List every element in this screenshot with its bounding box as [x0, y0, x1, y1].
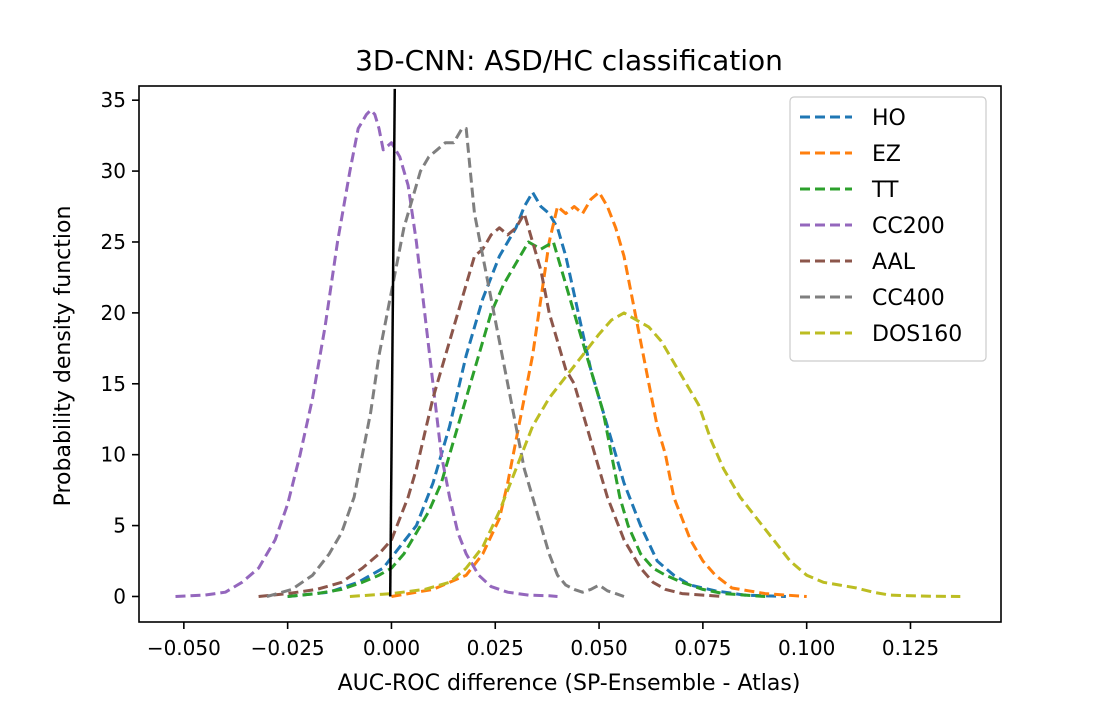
- y-tick-label: 35: [101, 88, 126, 112]
- series-line-tt: [287, 240, 766, 598]
- x-tick-label: −0.025: [251, 636, 325, 660]
- series-line-cc200: [175, 108, 558, 598]
- chart-title: 3D-CNN: ASD/HC classification: [355, 44, 783, 77]
- plot-area: [175, 88, 961, 598]
- y-tick-label: 15: [101, 372, 126, 396]
- series-line-cc400: [266, 127, 625, 598]
- legend-frame: [789, 96, 987, 362]
- x-tick-label: 0.125: [882, 636, 939, 660]
- x-tick-label: −0.050: [147, 636, 221, 660]
- legend-label-cc400: CC400: [872, 286, 945, 311]
- y-axis-label: Probability density function: [51, 206, 76, 507]
- legend: HO EZ TT CC200 AAL CC400 DOS160: [789, 96, 987, 362]
- legend-label-dos160: DOS160: [872, 322, 962, 347]
- y-tick-label: 5: [113, 514, 126, 538]
- series-line-ho: [287, 190, 786, 598]
- legend-label-cc200: CC200: [872, 214, 945, 239]
- legend-label-ez: EZ: [872, 142, 901, 167]
- axes-frame: [138, 85, 1002, 623]
- y-tick-label: 20: [101, 301, 126, 325]
- legend-label-aal: AAL: [872, 250, 916, 275]
- x-tick-label: 0.050: [570, 636, 627, 660]
- x-tick-label: 0.075: [674, 636, 731, 660]
- y-tick-label: 30: [101, 159, 126, 183]
- x-tick-label: 0.025: [467, 636, 524, 660]
- legend-label-tt: TT: [871, 178, 899, 203]
- x-axis-label: AUC-ROC difference (SP-Ensemble - Atlas): [338, 671, 801, 696]
- y-tick-label: 10: [101, 443, 126, 467]
- x-tick-label: 0.100: [778, 636, 835, 660]
- series-line-aal: [258, 212, 724, 598]
- reference-line: [388, 88, 397, 597]
- series-line-dos160: [349, 311, 961, 598]
- y-tick-label: 25: [101, 230, 126, 254]
- legend-label-ho: HO: [872, 106, 906, 131]
- x-tick-label: 0.000: [363, 636, 420, 660]
- y-tick-label: 0: [113, 584, 126, 608]
- axes: −0.050 −0.025 0.000 0.025 0.050 0.075 0.100 0.1…: [101, 85, 1002, 660]
